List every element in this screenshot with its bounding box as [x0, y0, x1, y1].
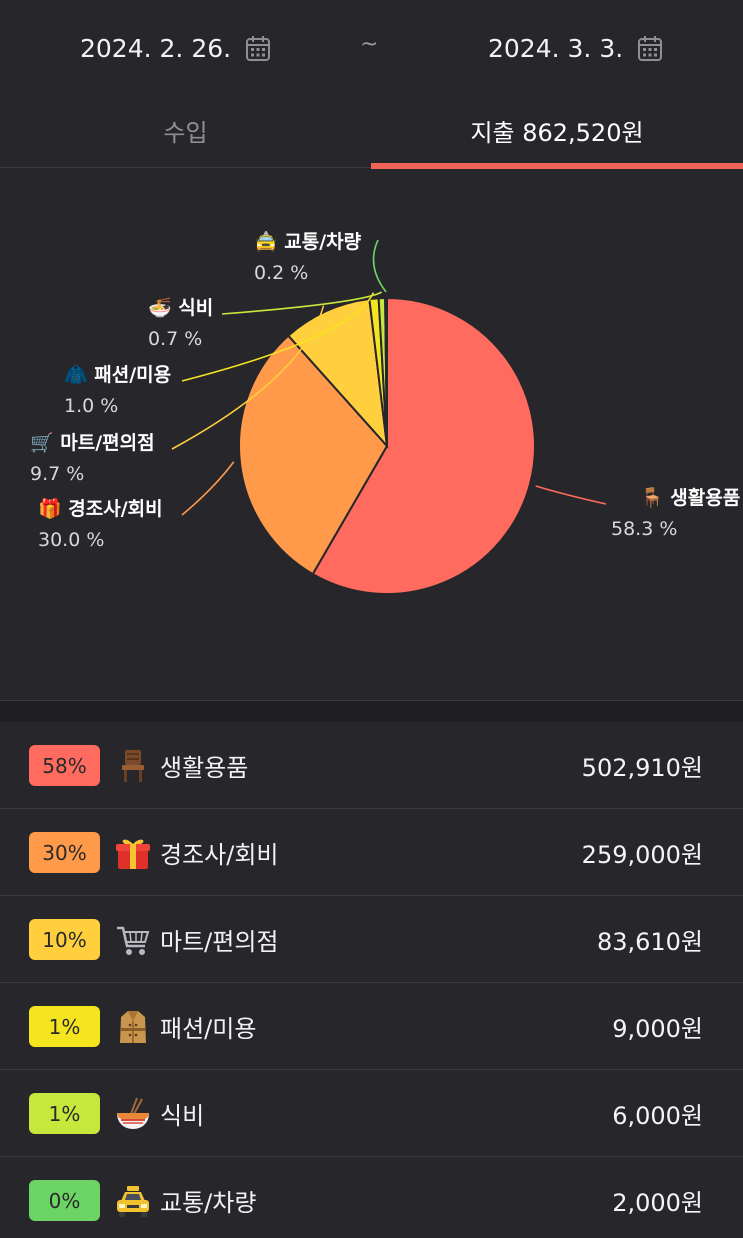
- category-name: 교통/차량: [160, 1189, 257, 1217]
- category-name: 생활용품: [160, 754, 249, 782]
- category-name: 경조사/회비: [160, 841, 279, 869]
- end-date-picker[interactable]: 2024. 3. 3.: [488, 30, 663, 66]
- category-amount: 83,610원: [596, 928, 703, 956]
- percent-badge: 30%: [29, 832, 100, 873]
- calendar-icon[interactable]: [637, 34, 663, 62]
- date-range-bar: 2024. 2. 26. ~ 2024. 3. 3.: [0, 0, 743, 92]
- percent-badge: 1%: [29, 1093, 100, 1134]
- category-amount: 259,000원: [581, 841, 703, 869]
- pie-label-name: 🧥 패션/미용: [64, 364, 171, 386]
- expense-pie-chart-area: 🪑 생활용품 58.3 % 🎁 경조사/회비 30.0 % 🛒 마트/편의점 9.7 % 🧥…: [0, 168, 743, 702]
- pie-leader-line: [221, 291, 383, 315]
- percent-badge: 0%: [29, 1180, 100, 1221]
- pie-leader-line: [372, 239, 387, 293]
- category-name: 마트/편의점: [160, 928, 279, 956]
- pie-slice[interactable]: [286, 297, 389, 450]
- pie-label-percent: 0.2 %: [254, 262, 308, 284]
- section-divider: [0, 700, 743, 722]
- pie-label-percent: 0.7 %: [148, 328, 202, 350]
- pie-label-name: 🎁 경조사/회비: [38, 497, 163, 520]
- pie-label-percent: 1.0 %: [64, 395, 118, 417]
- list-item[interactable]: 1% 패션/미용 9,000원: [0, 983, 743, 1070]
- start-date-text: 2024. 2. 26.: [80, 33, 232, 63]
- cart-icon: [117, 926, 150, 955]
- pie-leader-line: [171, 305, 325, 450]
- end-date-text: 2024. 3. 3.: [488, 33, 624, 63]
- taxi-icon: [117, 1186, 149, 1217]
- pie-label-name: 🚖 교통/차량: [254, 230, 362, 253]
- pie-label-percent: 9.7 %: [30, 463, 84, 485]
- percent-badge: 1%: [29, 1006, 100, 1047]
- category-name: 식비: [160, 1102, 205, 1130]
- tab-expense[interactable]: 지출 862,520원: [371, 92, 743, 169]
- category-list: 58% 생활용품 502,910원 30% 경조사/회비 259,000원 10…: [0, 722, 743, 1238]
- category-name: 패션/미용: [160, 1015, 257, 1043]
- active-tab-indicator: [371, 163, 743, 169]
- category-amount: 6,000원: [612, 1102, 703, 1130]
- pie-slice[interactable]: [311, 296, 536, 595]
- list-item[interactable]: 30% 경조사/회비 259,000원: [0, 809, 743, 896]
- start-date-picker[interactable]: 2024. 2. 26.: [80, 30, 271, 66]
- list-item[interactable]: 0% 교통/차량 2,000원: [0, 1157, 743, 1238]
- pie-slice[interactable]: [238, 334, 389, 576]
- list-item[interactable]: 1% 식비 6,000원: [0, 1070, 743, 1157]
- pie-slice[interactable]: [384, 296, 388, 447]
- category-amount: 9,000원: [612, 1015, 703, 1043]
- tab-income[interactable]: 수입: [163, 118, 208, 147]
- coat-icon: [120, 1011, 146, 1043]
- date-separator: ~: [360, 32, 379, 57]
- category-amount: 502,910원: [581, 754, 703, 782]
- chair-icon: [122, 750, 144, 782]
- pie-label-percent: 30.0 %: [38, 529, 104, 551]
- percent-badge: 58%: [29, 745, 100, 786]
- expense-pie-chart: 🪑 생활용품 58.3 % 🎁 경조사/회비 30.0 % 🛒 마트/편의점 9.7 % 🧥…: [30, 230, 740, 595]
- noodle-bowl-icon: [117, 1097, 149, 1129]
- pie-leader-line: [181, 461, 235, 516]
- pie-leader-line: [181, 292, 375, 382]
- gift-icon: [116, 839, 150, 869]
- list-item[interactable]: 10% 마트/편의점 83,610원: [0, 896, 743, 983]
- percent-badge: 10%: [29, 919, 100, 960]
- pie-label-percent: 58.3 %: [611, 518, 677, 540]
- pie-label-name: 🍜 식비: [148, 297, 213, 319]
- pie-label-name: 🛒 마트/편의점: [30, 431, 155, 454]
- pie-leader-line: [535, 485, 607, 505]
- pie-label-name: 🪑 생활용품: [640, 486, 740, 509]
- category-amount: 2,000원: [612, 1189, 703, 1217]
- income-expense-tabs: 수입 지출 862,520원: [0, 92, 743, 169]
- calendar-icon[interactable]: [245, 34, 271, 62]
- tab-expense-label: 지출 862,520원: [470, 118, 644, 147]
- list-item[interactable]: 58% 생활용품 502,910원: [0, 722, 743, 809]
